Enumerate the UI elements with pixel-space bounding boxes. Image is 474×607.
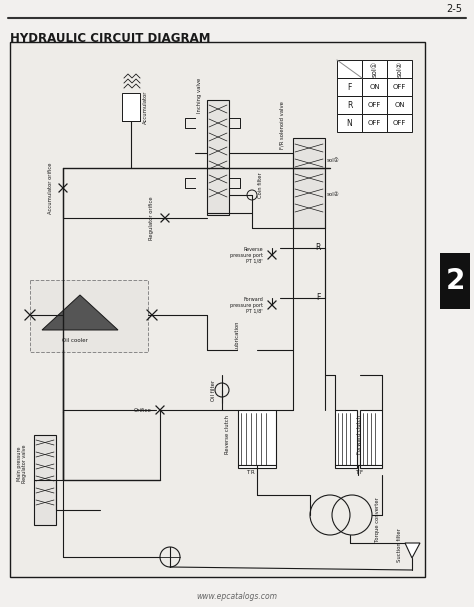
Text: Torque converter: Torque converter <box>375 498 380 543</box>
Text: Regulator orifice: Regulator orifice <box>149 196 155 240</box>
Text: Coin filter: Coin filter <box>258 172 263 198</box>
Text: OFF: OFF <box>368 120 381 126</box>
Text: Reverse clutch: Reverse clutch <box>226 416 230 455</box>
Polygon shape <box>405 543 420 558</box>
Bar <box>238 410 276 468</box>
Bar <box>335 410 357 468</box>
Text: OFF: OFF <box>393 120 406 126</box>
Bar <box>387 96 412 114</box>
Text: Lubrication: Lubrication <box>235 320 239 350</box>
Text: Forward
pressure port
PT 1/8': Forward pressure port PT 1/8' <box>230 297 263 313</box>
Bar <box>34 435 56 525</box>
Bar <box>337 60 362 78</box>
Text: F: F <box>316 294 320 302</box>
Text: www.epcatalogs.com: www.epcatalogs.com <box>197 592 277 601</box>
Text: F: F <box>347 83 352 92</box>
Text: Oil cooler: Oil cooler <box>62 338 88 343</box>
Text: OFF: OFF <box>393 84 406 90</box>
Text: HYDRAULIC CIRCUIT DIAGRAM: HYDRAULIC CIRCUIT DIAGRAM <box>10 32 210 45</box>
Text: Main pressure
Regulator valve: Main pressure Regulator valve <box>17 445 27 483</box>
Text: sol①: sol① <box>372 61 377 77</box>
Bar <box>362 96 387 114</box>
Bar <box>122 93 140 121</box>
Text: T F: T F <box>355 470 363 475</box>
Polygon shape <box>42 295 118 330</box>
Text: 2: 2 <box>445 267 465 295</box>
Text: F/R solenoid valve: F/R solenoid valve <box>280 101 284 149</box>
Text: N: N <box>346 118 352 127</box>
Text: Forward clutch: Forward clutch <box>357 416 363 455</box>
Bar <box>10 42 425 577</box>
Bar <box>360 410 382 468</box>
Bar <box>337 114 362 132</box>
Text: OFF: OFF <box>368 102 381 108</box>
Bar <box>387 114 412 132</box>
Text: T R: T R <box>246 470 255 475</box>
Text: Orifice: Orifice <box>134 407 152 413</box>
Bar <box>293 138 325 228</box>
Text: ON: ON <box>369 84 380 90</box>
Text: Accumulator: Accumulator <box>143 90 148 124</box>
Text: sol①: sol① <box>327 157 340 163</box>
Text: Suction filter: Suction filter <box>398 528 402 562</box>
Text: R: R <box>315 243 321 253</box>
Text: ON: ON <box>394 102 405 108</box>
Bar <box>207 100 229 215</box>
Text: Accumulator orifice: Accumulator orifice <box>47 162 53 214</box>
Bar <box>362 78 387 96</box>
Bar <box>362 60 387 78</box>
Text: sol②: sol② <box>327 192 340 197</box>
Bar <box>387 78 412 96</box>
Text: sol②: sol② <box>396 61 402 77</box>
Bar <box>30 280 148 352</box>
Bar <box>362 114 387 132</box>
Text: R: R <box>347 101 352 109</box>
Text: Oil filter: Oil filter <box>211 379 217 401</box>
Bar <box>440 253 470 309</box>
Text: Reverse
pressure port
PT 1/8': Reverse pressure port PT 1/8' <box>230 246 263 263</box>
Text: Inching valve: Inching valve <box>198 77 202 113</box>
Bar <box>387 60 412 78</box>
Text: 2-5: 2-5 <box>446 4 462 14</box>
Bar <box>337 78 362 96</box>
Bar <box>337 96 362 114</box>
